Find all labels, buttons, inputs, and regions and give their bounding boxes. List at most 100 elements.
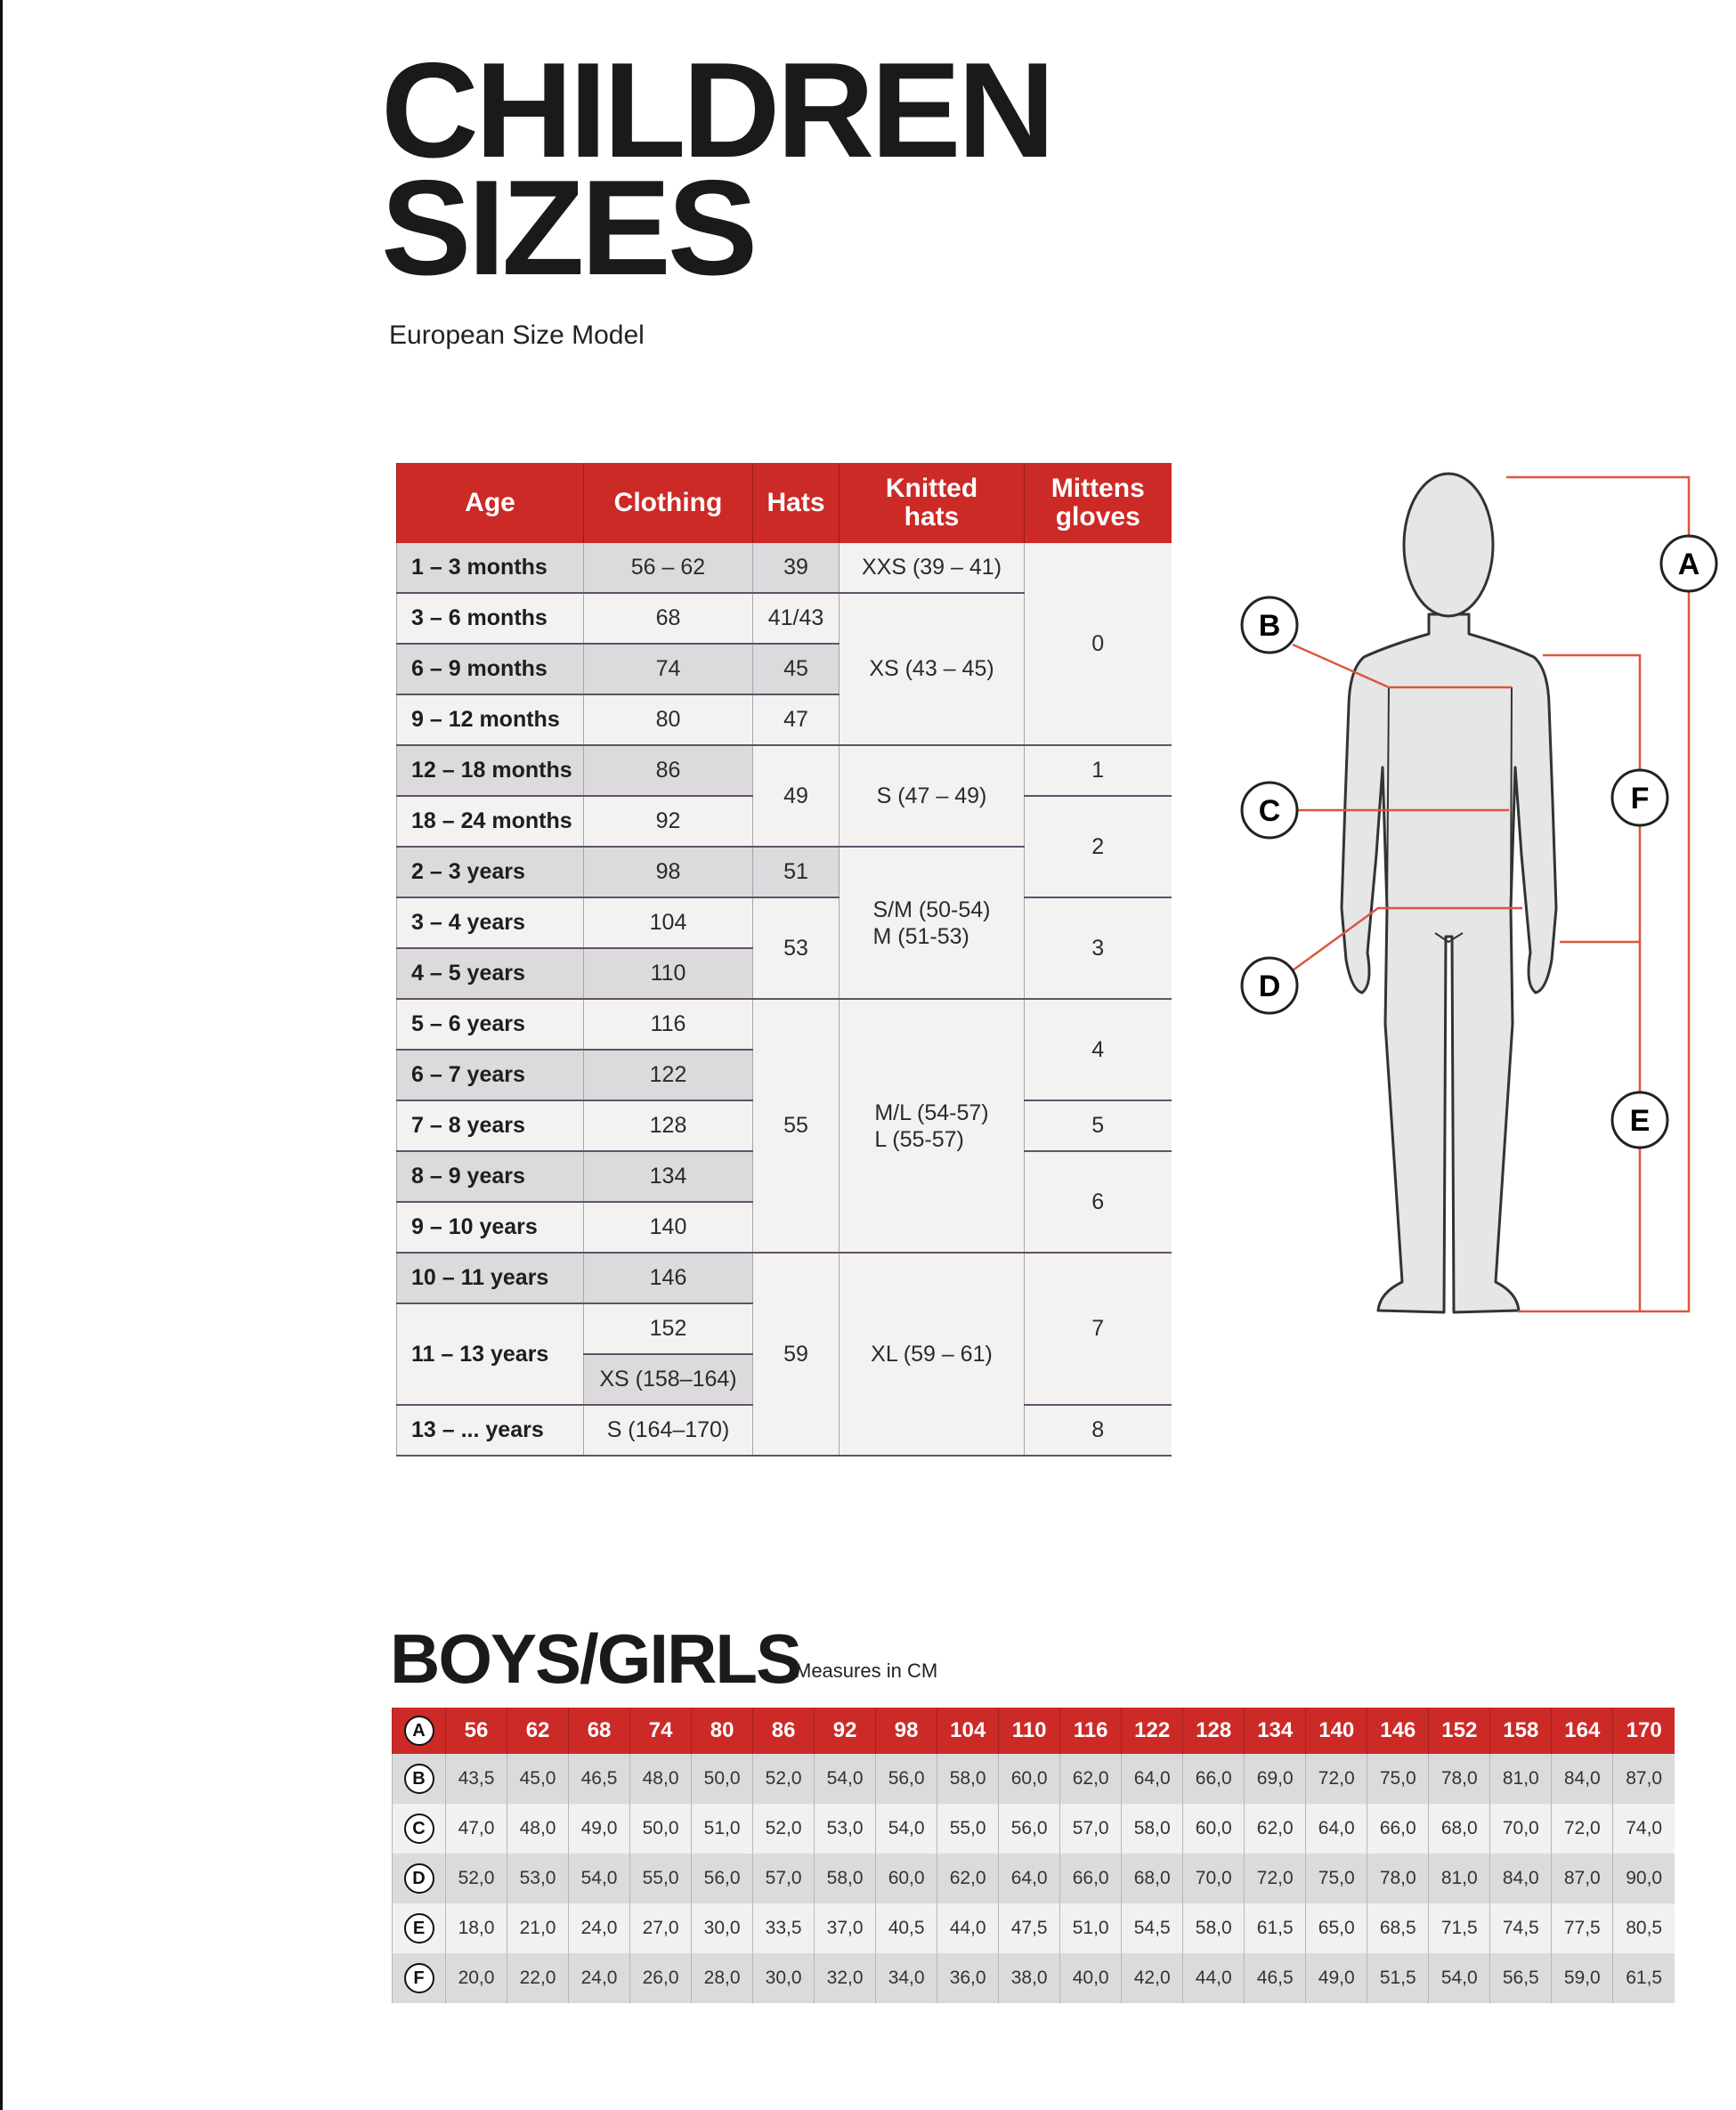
- hats-cell-text: 59: [783, 1341, 808, 1367]
- title-line-1: CHILDREN: [381, 35, 1055, 186]
- size-header-cell: 68: [568, 1708, 630, 1754]
- measure-value-cell: 81,0: [1428, 1854, 1490, 1903]
- measure-value-cell: 56,5: [1489, 1953, 1552, 2003]
- measure-value-cell: 36,0: [937, 1953, 999, 2003]
- measure-value-cell: 72,0: [1305, 1754, 1367, 1804]
- header-mittens-gloves: Mittens gloves: [1024, 463, 1172, 543]
- measure-value-cell: 87,0: [1612, 1754, 1675, 1804]
- mittens-gloves-cell-text: 7: [1091, 1316, 1105, 1341]
- age-cell: 9 – 10 years: [396, 1202, 584, 1254]
- label-c-icon: C: [1240, 781, 1299, 840]
- size-table-row: 3 – 4 years 104 53 3: [396, 897, 1172, 1000]
- mittens-gloves-cell: 3: [1024, 897, 1172, 1000]
- measure-value-cell: 72,0: [1244, 1854, 1306, 1903]
- measure-value-cell: 60,0: [1182, 1804, 1245, 1854]
- size-header-cell: 86: [752, 1708, 815, 1754]
- measure-value-cell: 46,5: [568, 1754, 630, 1804]
- size-header-cell: 92: [814, 1708, 876, 1754]
- svg-text:E: E: [1630, 1104, 1651, 1138]
- mittens-gloves-cell-text: 6: [1091, 1189, 1105, 1214]
- age-cell: 9 – 12 months: [396, 694, 584, 746]
- measure-value-cell: 52,0: [752, 1754, 815, 1804]
- measure-value-cell: 40,0: [1059, 1953, 1122, 2003]
- measure-value-cell: 43,5: [445, 1754, 507, 1804]
- size-table-row: 12 – 18 months 86 49 S (47 – 49) 1: [396, 745, 1172, 848]
- size-table: Age Clothing Hats Knitted hats Mittens g…: [396, 463, 1172, 1457]
- knitted-hats-cell: XXS (39 – 41): [839, 543, 1025, 594]
- measure-value-cell: 64,0: [1305, 1804, 1367, 1854]
- measure-value-cell: 61,5: [1244, 1903, 1306, 1953]
- page-title: CHILDREN SIZES: [381, 35, 1055, 296]
- measure-value-cell: 22,0: [507, 1953, 569, 2003]
- mittens-gloves-cell: 4: [1024, 999, 1172, 1101]
- mittens-gloves-cell-text: 3: [1091, 935, 1105, 961]
- measure-value-cell: 47,0: [445, 1804, 507, 1854]
- clothing-cell: 152: [583, 1303, 753, 1355]
- measure-value-cell: 34,0: [875, 1953, 937, 2003]
- mittens-gloves-cell: 6: [1024, 1151, 1172, 1254]
- measure-value-cell: 71,5: [1428, 1903, 1490, 1953]
- knitted-hats-cell-text: XXS (39 – 41): [861, 555, 1002, 580]
- measure-row-f: F 20,0 22,0 24,0 26,0 28,0 30,0 32,0 34,0 36,0 38,…: [391, 1953, 1675, 2003]
- size-table-row: 11 – 13 years 152: [396, 1303, 1172, 1406]
- measure-value-cell: 44,0: [1182, 1953, 1245, 2003]
- svg-text:A: A: [1678, 548, 1700, 581]
- clothing-cell: 140: [583, 1202, 753, 1254]
- mittens-gloves-cell-text: 5: [1091, 1113, 1105, 1138]
- size-table-row: 2 – 3 years 98 51 S/M (50-54) M (51-53): [396, 847, 1172, 1000]
- hats-cell-text: 45: [783, 656, 808, 681]
- measure-value-cell: 58,0: [814, 1854, 876, 1903]
- measure-row-b: B 43,5 45,0 46,5 48,0 50,0 52,0 54,0 56,0 58,0 60,…: [391, 1754, 1675, 1804]
- measure-value-cell: 53,0: [507, 1854, 569, 1903]
- measure-value-cell: 78,0: [1428, 1754, 1490, 1804]
- knitted-hats-cell-text: S (47 – 49): [876, 783, 987, 808]
- measure-value-cell: 59,0: [1551, 1953, 1613, 2003]
- size-header-cell: 62: [507, 1708, 569, 1754]
- measure-value-cell: 37,0: [814, 1903, 876, 1953]
- size-table-row: 8 – 9 years 134 6: [396, 1151, 1172, 1254]
- hats-cell-text: 55: [783, 1113, 808, 1138]
- measure-value-cell: 32,0: [814, 1953, 876, 2003]
- measure-value-cell: 30,0: [752, 1953, 815, 2003]
- measure-value-cell: 24,0: [568, 1903, 630, 1953]
- clothing-cell: 128: [583, 1100, 753, 1152]
- label-b-icon: B: [403, 1764, 434, 1794]
- knitted-hats-cell-text: M/L (54-57) L (55-57): [874, 1100, 989, 1152]
- measure-value-cell: 55,0: [937, 1804, 999, 1854]
- measure-label-cell: F: [391, 1953, 446, 2003]
- size-table-row: 1 – 3 months 56 – 62 39 XXS (39 – 41) 0: [396, 543, 1172, 746]
- age-cell: 3 – 6 months: [396, 593, 584, 645]
- size-table-row: 6 – 7 years 122: [396, 1050, 1172, 1101]
- measure-value-cell: 57,0: [1059, 1804, 1122, 1854]
- measures-table: A 56 62 68 74 80 86 92 98 104 110 116 122 128 134 140 14…: [391, 1708, 1675, 2003]
- measure-value-cell: 54,0: [875, 1804, 937, 1854]
- measure-value-cell: 45,0: [507, 1754, 569, 1804]
- header-knitted-hats: Knitted hats: [839, 463, 1025, 543]
- clothing-cell: 56 – 62: [583, 543, 753, 594]
- size-header-cell: 170: [1612, 1708, 1675, 1754]
- measure-value-cell: 46,5: [1244, 1953, 1306, 2003]
- measure-value-cell: 74,0: [1612, 1804, 1675, 1854]
- measure-value-cell: 61,5: [1612, 1953, 1675, 2003]
- age-cell: 13 – ... years: [396, 1405, 584, 1457]
- mittens-gloves-cell: 8: [1024, 1405, 1172, 1457]
- hats-cell: 39: [752, 543, 840, 594]
- size-header-cell: 80: [691, 1708, 753, 1754]
- measure-value-cell: 68,0: [1121, 1854, 1183, 1903]
- measure-value-cell: 68,5: [1367, 1903, 1429, 1953]
- clothing-cell: 80: [583, 694, 753, 746]
- size-table-row: 18 – 24 months 92 2: [396, 796, 1172, 898]
- measure-value-cell: 72,0: [1551, 1804, 1613, 1854]
- hats-cell: 53: [752, 897, 840, 1000]
- measure-value-cell: 52,0: [752, 1804, 815, 1854]
- measure-value-cell: 52,0: [445, 1854, 507, 1903]
- clothing-cell: 86: [583, 745, 753, 797]
- measure-value-cell: 42,0: [1121, 1953, 1183, 2003]
- mittens-gloves-cell: 7: [1024, 1253, 1172, 1406]
- age-cell: 10 – 11 years: [396, 1253, 584, 1304]
- knitted-hats-cell-text: XL (59 – 61): [871, 1341, 993, 1367]
- label-d-icon: D: [1240, 956, 1299, 1015]
- measure-value-cell: 18,0: [445, 1903, 507, 1953]
- guide-line-a: [1506, 475, 1691, 1313]
- measure-value-cell: 30,0: [691, 1903, 753, 1953]
